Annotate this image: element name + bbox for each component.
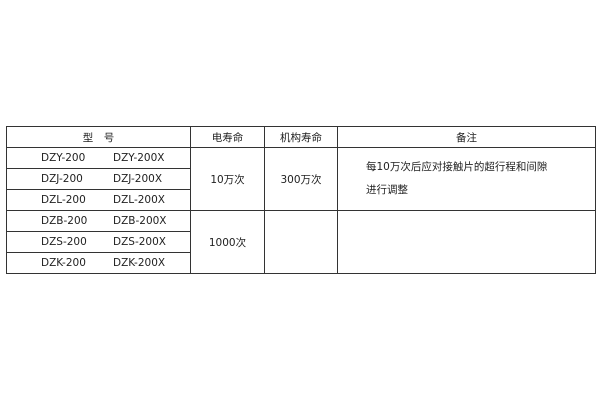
model-name-x: DZL-200X <box>113 194 165 206</box>
note-cell <box>337 210 596 274</box>
electric-life-cell: 1000次 <box>190 210 265 274</box>
model-cell: DZY-200 DZY-200X <box>6 147 191 169</box>
model-name: DZK-200 <box>41 257 86 269</box>
table-row: DZY-200 DZY-200X 10万次 300万次 每10万次后应对接触片的超… <box>6 147 596 211</box>
model-cell: DZB-200 DZB-200X <box>6 210 191 232</box>
model-cell: DZJ-200 DZJ-200X <box>6 168 191 190</box>
model-name: DZS-200 <box>41 236 87 248</box>
model-cell: DZK-200 DZK-200X <box>6 252 191 274</box>
note-line: 进行调整 <box>366 184 408 196</box>
mechanical-life-cell: 300万次 <box>264 147 338 211</box>
mechanical-life-cell <box>264 210 338 274</box>
model-cell: DZS-200 DZS-200X <box>6 231 191 253</box>
model-cell: DZL-200 DZL-200X <box>6 189 191 211</box>
model-name-x: DZS-200X <box>113 236 166 248</box>
header-model: 型 号 <box>6 126 191 148</box>
note-line: 每10万次后应对接触片的超行程和间隙 <box>366 161 548 173</box>
table-row: DZB-200 DZB-200X 1000次 <box>6 210 596 274</box>
header-mechanical-life: 机构寿命 <box>264 126 338 148</box>
table-row: DZL-200 DZL-200X <box>6 189 596 211</box>
model-name-x: DZY-200X <box>113 152 165 164</box>
model-name: DZL-200 <box>41 194 86 206</box>
model-name: DZJ-200 <box>41 173 83 185</box>
spec-table: 型 号 电寿命 机构寿命 备注 DZY-200 DZY-200X 10万次 300… <box>6 126 596 274</box>
header-row: 型 号 电寿命 机构寿命 备注 <box>6 126 596 148</box>
model-name-x: DZK-200X <box>113 257 166 269</box>
note-cell: 每10万次后应对接触片的超行程和间隙 进行调整 <box>337 147 596 211</box>
header-electric-life: 电寿命 <box>190 126 265 148</box>
electric-life-cell: 10万次 <box>190 147 265 211</box>
model-name: DZY-200 <box>41 152 86 164</box>
model-name-x: DZJ-200X <box>113 173 163 185</box>
table-row: DZK-200 DZK-200X <box>6 252 596 274</box>
model-name-x: DZB-200X <box>113 215 167 227</box>
header-note: 备注 <box>337 126 596 148</box>
model-name: DZB-200 <box>41 215 88 227</box>
